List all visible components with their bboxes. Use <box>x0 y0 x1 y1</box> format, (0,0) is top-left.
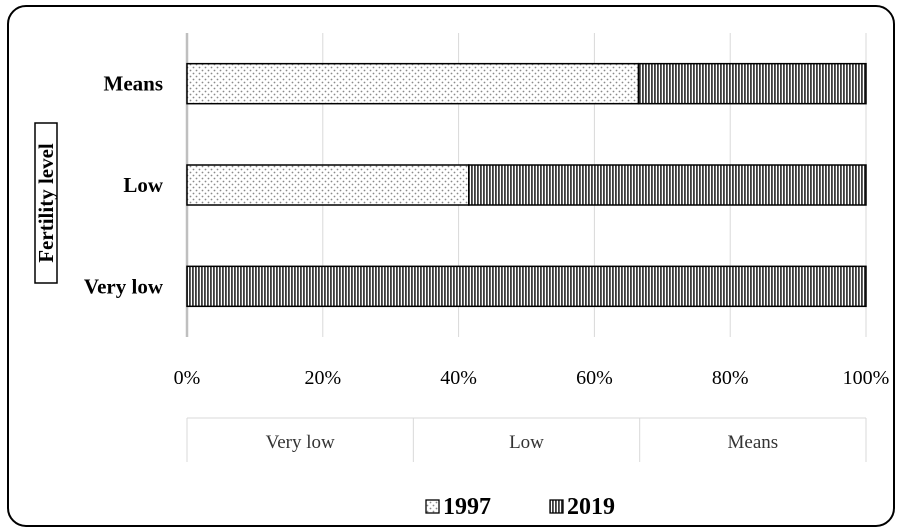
table-label-low: Low <box>509 432 544 453</box>
category-label-low: Low <box>123 173 164 197</box>
x-tick-label-4: 80% <box>712 367 749 389</box>
legend-label-1997: 1997 <box>443 494 491 520</box>
x-tick-label-2: 40% <box>440 367 477 389</box>
legend-label-2019: 2019 <box>567 494 615 520</box>
x-tick-label-5: 100% <box>843 367 890 389</box>
bar-means-1997 <box>187 64 639 104</box>
bar-means-2019 <box>639 64 866 104</box>
table-label-very-low: Very low <box>266 432 335 453</box>
x-tick-label-3: 60% <box>576 367 613 389</box>
bars-layer <box>187 64 866 307</box>
y-axis-label: Fertility level <box>34 143 58 263</box>
bar-very-low-2019 <box>187 266 866 306</box>
bar-low-2019 <box>469 165 866 205</box>
category-label-very-low: Very low <box>84 274 164 298</box>
y-axis-title: Fertility level <box>34 123 58 283</box>
category-label-means: Means <box>104 72 164 96</box>
bar-low-1997 <box>187 165 469 205</box>
legend-swatch-1997 <box>426 500 439 513</box>
x-tick-label-0: 0% <box>174 367 201 389</box>
table-label-means: Means <box>728 432 779 453</box>
x-tick-label-1: 20% <box>304 367 341 389</box>
legend-swatch-2019 <box>550 500 563 513</box>
